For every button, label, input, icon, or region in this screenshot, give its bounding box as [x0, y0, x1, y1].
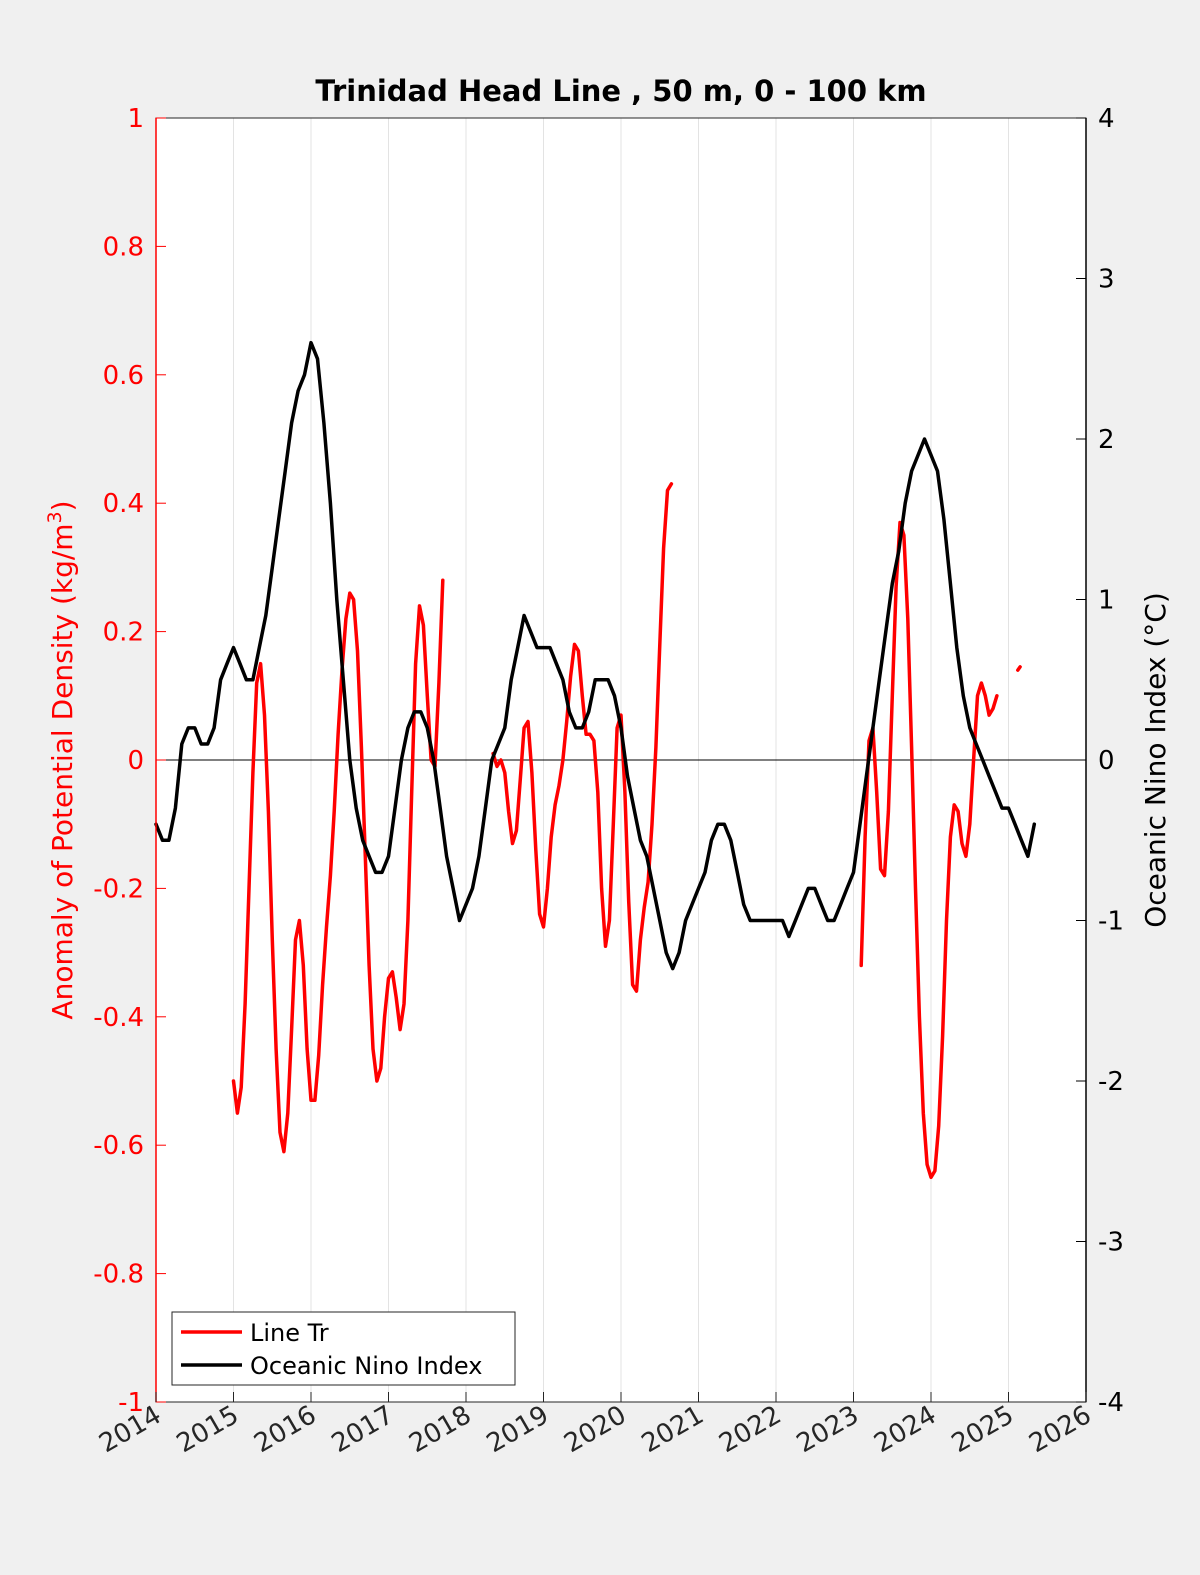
left-axis-label-main: Anomaly of Potential Density (kg/m — [46, 523, 79, 1019]
series-line-tr-segment — [491, 482, 674, 993]
left-y-tick-label: -0.6 — [93, 1131, 144, 1161]
right-y-tick-label: 0 — [1098, 746, 1115, 776]
left-y-tick-label: 0 — [127, 746, 144, 776]
right-y-tick-label: -3 — [1098, 1228, 1124, 1258]
left-y-tick-label: 0.4 — [103, 489, 144, 519]
series-line-tr-segment — [1016, 665, 1022, 672]
legend-box — [171, 1311, 516, 1386]
series-oceanic-nino-index — [154, 340, 1037, 971]
series-line-tr-segment — [859, 520, 999, 1180]
series-lines — [154, 340, 1037, 1180]
right-y-tick-label: -4 — [1098, 1388, 1124, 1418]
left-y-axis: -1 -0.8 -0.6 -0.4 -0.2 0 0.2 0.4 0.6 0.8 1 — [93, 104, 166, 1418]
right-y-axis: -4 -3 -2 -1 0 1 2 3 4 — [1076, 104, 1124, 1418]
legend-label-oni: Oceanic Nino Index — [250, 1352, 482, 1380]
right-axis-label: Oceanic Nino Index (°C) — [1139, 592, 1172, 928]
right-y-tick-label: 2 — [1098, 425, 1115, 455]
left-y-tick-label: -0.8 — [93, 1260, 144, 1290]
right-y-tick-label: 3 — [1098, 265, 1115, 295]
left-y-tick-label: 0.2 — [103, 618, 144, 648]
left-y-tick-label: 1 — [127, 104, 144, 134]
left-axis-label-end: ) — [46, 500, 79, 511]
right-y-tick-label: 4 — [1098, 104, 1115, 134]
left-y-tick-label: -0.2 — [93, 874, 144, 904]
left-axis-label-superscript: 3 — [44, 511, 66, 523]
left-y-tick-label: 0.6 — [103, 361, 144, 391]
legend-label-line-tr: Line Tr — [250, 1319, 329, 1347]
chart-title: Trinidad Head Line , 50 m, 0 - 100 km — [315, 74, 926, 108]
left-y-tick-label: 0.8 — [103, 232, 144, 262]
right-y-tick-label: 1 — [1098, 586, 1115, 616]
left-y-tick-label: -1 — [118, 1388, 144, 1418]
series-line-tr-segment — [231, 578, 445, 1154]
legend: Line Tr Oceanic Nino Index — [171, 1311, 516, 1386]
right-y-tick-label: -2 — [1098, 1067, 1124, 1097]
left-axis-label: Anomaly of Potential Density (kg/m3) — [44, 500, 79, 1019]
left-y-tick-label: -0.4 — [93, 1003, 144, 1033]
right-y-tick-label: -1 — [1098, 907, 1124, 937]
